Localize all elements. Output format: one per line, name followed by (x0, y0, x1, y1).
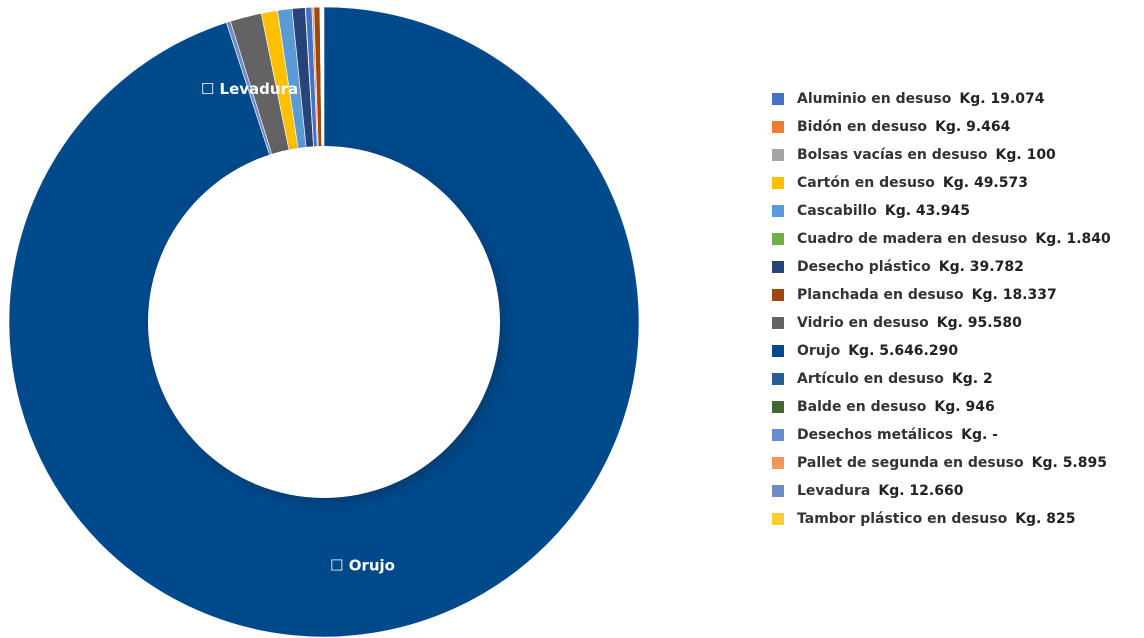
donut-hole (148, 146, 500, 498)
legend-item-orujo: Orujo Kg. 5.646.290 (772, 337, 1111, 365)
legend-item-cascabillo: Cascabillo Kg. 43.945 (772, 197, 1111, 225)
legend-label: Desecho plástico (797, 259, 931, 275)
legend-swatch (772, 261, 784, 273)
legend-item-planchada-en-desuso: Planchada en desuso Kg. 18.337 (772, 281, 1111, 309)
legend-item-balde-en-desuso: Balde en desuso Kg. 946 (772, 393, 1111, 421)
legend-label: Bidón en desuso (797, 119, 928, 135)
legend-label: Bolsas vacías en desuso (797, 147, 988, 163)
legend-item-bidon-en-desuso: Bidón en desuso Kg. 9.464 (772, 113, 1111, 141)
slice-labels: ☐ Levadura ☐ Orujo (201, 80, 395, 574)
legend-value: Kg. 39.782 (938, 259, 1024, 275)
legend-item-pallet-de-segunda-en-desuso: Pallet de segunda en desuso Kg. 5.895 (772, 449, 1111, 477)
legend-label: Tambor plástico en desuso (797, 511, 1008, 527)
legend-item-desechos-metalicos: Desechos metálicos Kg. - (772, 421, 1111, 449)
legend-label: Cartón en desuso (797, 175, 935, 191)
legend-value: Kg. 95.580 (936, 315, 1022, 331)
legend-label: Cuadro de madera en desuso (797, 231, 1028, 247)
legend-label: Levadura (797, 483, 871, 499)
slice-label-orujo: ☐ Orujo (330, 556, 395, 574)
legend-item-aluminio-en-desuso: Aluminio en desuso Kg. 19.074 (772, 85, 1111, 113)
legend-value: Kg. 5.646.290 (848, 343, 959, 359)
legend-value: Kg. 18.337 (971, 287, 1057, 303)
legend-value: Kg. 1.840 (1035, 231, 1111, 247)
legend-value: Kg. 9.464 (935, 119, 1011, 135)
legend-swatch (772, 317, 784, 329)
legend-swatch (772, 149, 784, 161)
legend-swatch (772, 429, 784, 441)
legend-item-bolsas-vacias-en-desuso: Bolsas vacías en desuso Kg. 100 (772, 141, 1111, 169)
legend-label: Balde en desuso (797, 399, 927, 415)
legend-value: Kg. 100 (995, 147, 1056, 163)
legend-label: Cascabillo (797, 203, 877, 219)
legend-swatch (772, 513, 784, 525)
legend-value: Kg. 5.895 (1031, 455, 1107, 471)
legend-value: Kg. 49.573 (942, 175, 1028, 191)
legend-swatch (772, 401, 784, 413)
legend-item-carton-en-desuso: Cartón en desuso Kg. 49.573 (772, 169, 1111, 197)
legend-value: Kg. 12.660 (878, 483, 964, 499)
legend-value: Kg. 19.074 (959, 91, 1045, 107)
legend: Aluminio en desuso Kg. 19.074 Bidón en des… (772, 85, 1111, 533)
donut-slices (8, 6, 640, 638)
slice-label-levadura: ☐ Levadura (201, 80, 298, 98)
legend-label: Orujo (797, 343, 841, 359)
legend-item-desecho-plastico: Desecho plástico Kg. 39.782 (772, 253, 1111, 281)
legend-swatch (772, 373, 784, 385)
legend-value: Kg. - (961, 427, 998, 443)
legend-swatch (772, 233, 784, 245)
legend-item-cuadro-de-madera-en-desuso: Cuadro de madera en desuso Kg. 1.840 (772, 225, 1111, 253)
legend-label: Planchada en desuso (797, 287, 964, 303)
legend-item-levadura: Levadura Kg. 12.660 (772, 477, 1111, 505)
legend-label: Vidrio en desuso (797, 315, 929, 331)
legend-swatch (772, 205, 784, 217)
legend-value: Kg. 43.945 (884, 203, 970, 219)
legend-swatch (772, 121, 784, 133)
legend-swatch (772, 457, 784, 469)
legend-label: Artículo en desuso (797, 371, 944, 387)
legend-value: Kg. 946 (934, 399, 995, 415)
legend-swatch (772, 485, 784, 497)
legend-item-vidrio-en-desuso: Vidrio en desuso Kg. 95.580 (772, 309, 1111, 337)
legend-label: Aluminio en desuso (797, 91, 952, 107)
legend-swatch (772, 93, 784, 105)
legend-swatch (772, 289, 784, 301)
legend-item-tambor-plastico-en-desuso: Tambor plástico en desuso Kg. 825 (772, 505, 1111, 533)
legend-value: Kg. 2 (951, 371, 993, 387)
legend-label: Desechos metálicos (797, 427, 954, 443)
legend-swatch (772, 345, 784, 357)
legend-item-articulo-en-desuso: Artículo en desuso Kg. 2 (772, 365, 1111, 393)
legend-swatch (772, 177, 784, 189)
legend-value: Kg. 825 (1015, 511, 1076, 527)
legend-label: Pallet de segunda en desuso (797, 455, 1024, 471)
